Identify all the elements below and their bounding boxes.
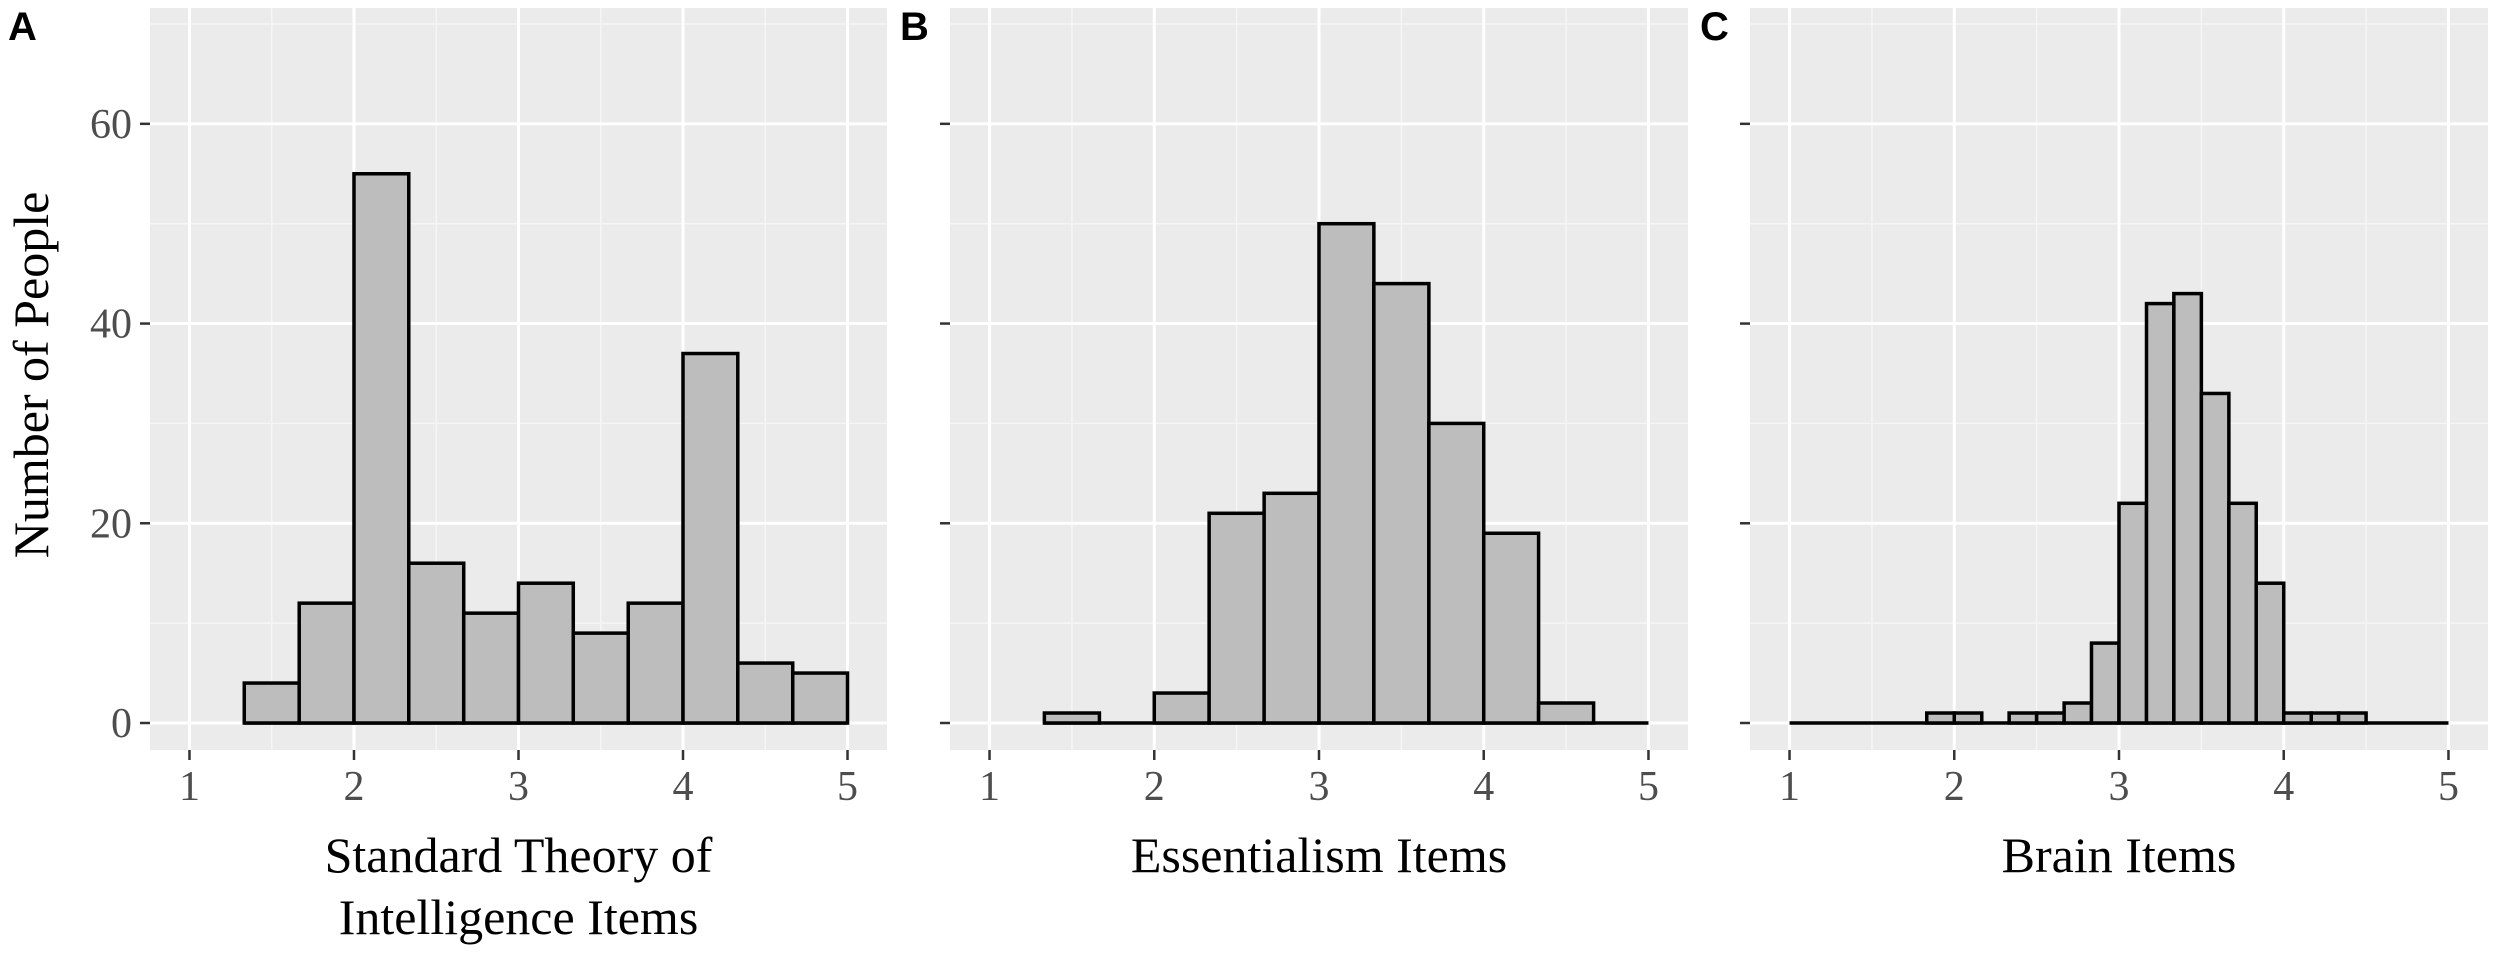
histogram-bar (1952, 711, 1984, 725)
x-tick-label: 5 (2438, 764, 2459, 810)
histogram-bar (1317, 221, 1376, 725)
histogram-bar (1262, 491, 1321, 725)
panel-tag: B (900, 5, 929, 49)
histogram-bar (2089, 641, 2121, 725)
histogram-bar (2309, 711, 2341, 725)
panel-B: 1 2 3 4 5 Essentialism Items B (900, 5, 1688, 883)
panels: 1 2 3 4 5 0 20 40 60 Standard Theory of Intelligen… (8, 5, 2488, 945)
histogram-bar (1427, 421, 1486, 725)
x-tick-label: 4 (2273, 764, 2294, 810)
x-tick-label: 1 (1779, 764, 1800, 810)
y-axis-title: Number of People (3, 192, 59, 559)
x-axis-title: Intelligence Items (339, 889, 699, 945)
histogram-bar (242, 681, 301, 725)
histogram-bar (626, 601, 685, 725)
histogram-bar (2172, 291, 2204, 725)
x-axis-title: Standard Theory of (325, 827, 713, 883)
x-tick-label: 3 (508, 764, 529, 810)
x-tick-label: 1 (179, 764, 200, 810)
x-tick-label: 3 (1309, 764, 1330, 810)
x-tick-label: 5 (837, 764, 858, 810)
histogram-bar (516, 581, 576, 725)
y-tick-label: 20 (90, 501, 132, 547)
histogram-bar (2254, 581, 2286, 725)
histogram-bar (790, 671, 850, 725)
x-tick-label: 1 (979, 764, 1000, 810)
panel-tag: C (1700, 5, 1729, 49)
histogram-bar (1372, 281, 1431, 725)
y-tick-label: 0 (111, 701, 132, 747)
x-tick-label: 5 (1638, 764, 1659, 810)
panel-A: 1 2 3 4 5 0 20 40 60 Standard Theory of Intelligen… (8, 5, 887, 945)
histogram-bar (2336, 711, 2368, 725)
x-tick-label: 3 (2109, 764, 2130, 810)
histogram-bar (2199, 391, 2231, 725)
histogram-bar (571, 631, 630, 725)
histogram-bar (1536, 701, 1596, 725)
histogram-bar (2117, 501, 2149, 725)
panel-tag: A (8, 5, 37, 49)
histogram-bar (2144, 301, 2176, 725)
histogram-bar (461, 611, 521, 725)
histogram-bar (2034, 711, 2066, 725)
panel-C: 1 2 3 4 5 Brain Items C (1700, 5, 2488, 883)
x-tick-label: 4 (1473, 764, 1494, 810)
y-tick-label: 60 (90, 102, 132, 148)
histogram-bar (736, 661, 795, 725)
histogram-bar (407, 561, 466, 725)
x-axis-title: Essentialism Items (1131, 827, 1507, 883)
histogram-bar (1152, 691, 1211, 725)
y-tick-label: 40 (90, 302, 132, 348)
x-axis-title: Brain Items (2002, 827, 2237, 883)
histogram-bar (1207, 511, 1266, 725)
x-tick-label: 2 (343, 764, 364, 810)
x-tick-label: 2 (1144, 764, 1165, 810)
histogram-bar (2062, 701, 2094, 725)
histogram-bar (2281, 711, 2313, 725)
histogram-bar (297, 601, 356, 725)
histogram-bar (681, 351, 740, 725)
histogram-bar (1042, 711, 1102, 725)
x-tick-label: 2 (1944, 764, 1965, 810)
histogram-bar (2007, 711, 2039, 725)
x-tick-label: 4 (673, 764, 694, 810)
histogram-bar (352, 172, 411, 725)
histogram-bar (1925, 711, 1957, 725)
histogram-bar (2227, 501, 2258, 725)
histogram-bar (1481, 531, 1541, 725)
